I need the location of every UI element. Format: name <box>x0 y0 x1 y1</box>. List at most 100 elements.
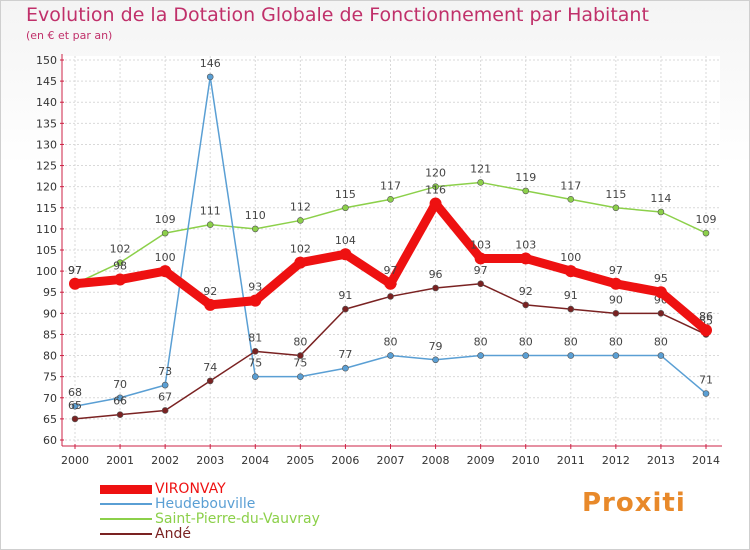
data-label-heudebouville: 68 <box>68 386 82 399</box>
data-label-heudebouville: 80 <box>609 336 623 349</box>
data-point-ande <box>567 305 575 313</box>
data-point-vironvay <box>69 277 81 290</box>
data-point-vironvay <box>519 252 532 265</box>
data-point-ande <box>251 348 259 355</box>
data-point-heudebouville <box>432 356 439 364</box>
data-point-ande <box>387 293 394 300</box>
legend-item-saint-pierre: Saint-Pierre-du-Vauvray <box>100 512 320 527</box>
y-tick-label: 120 <box>36 181 57 194</box>
data-label-heudebouville: 80 <box>384 336 398 349</box>
y-tick-label: 105 <box>36 244 57 257</box>
y-tick-label: 85 <box>43 328 57 341</box>
data-point-ande <box>206 377 214 385</box>
x-tick-label: 2002 <box>151 454 179 467</box>
data-label-vironvay: 97 <box>384 264 398 277</box>
data-label-heudebouville: 73 <box>158 365 172 378</box>
data-label-vironvay: 98 <box>113 260 127 273</box>
y-tick-label: 145 <box>36 75 57 88</box>
data-point-saint-pierre-du-vauvray <box>161 229 169 237</box>
data-point-saint-pierre-du-vauvray <box>612 204 620 212</box>
y-tick-label: 130 <box>36 138 57 151</box>
data-point-saint-pierre-du-vauvray <box>702 229 710 237</box>
chart-legend: VIRONVAY Heudebouville Saint-Pierre-du-V… <box>100 482 320 542</box>
data-point-vironvay <box>114 273 127 286</box>
data-label-ande: 80 <box>293 336 307 349</box>
data-point-saint-pierre-du-vauvray <box>116 259 124 266</box>
data-label-heudebouville: 79 <box>429 340 443 353</box>
data-label-saint-pierre-du-vauvray: 115 <box>335 188 356 201</box>
data-label-ande: 91 <box>338 289 352 302</box>
y-tick-label: 125 <box>36 160 57 173</box>
y-tick-label: 90 <box>43 307 57 320</box>
data-label-vironvay: 104 <box>335 234 356 247</box>
data-point-saint-pierre-du-vauvray <box>342 204 349 212</box>
data-point-vironvay <box>249 294 262 307</box>
chart-subtitle: (en € et par an) <box>26 29 113 42</box>
data-point-saint-pierre-du-vauvray <box>432 183 439 190</box>
data-label-ande: 81 <box>248 331 262 344</box>
data-label-ande: 65 <box>68 399 82 412</box>
data-label-vironvay: 116 <box>425 184 446 197</box>
data-label-saint-pierre-du-vauvray: 109 <box>696 213 717 226</box>
y-tick-label: 60 <box>43 434 57 447</box>
data-point-saint-pierre-du-vauvray <box>206 221 214 228</box>
data-point-vironvay <box>654 286 667 299</box>
data-label-saint-pierre-du-vauvray: 109 <box>155 213 176 226</box>
data-point-ande <box>161 407 169 414</box>
x-tick-label: 2005 <box>286 454 314 467</box>
y-tick-label: 110 <box>36 223 57 236</box>
data-label-vironvay: 95 <box>654 272 668 285</box>
data-label-ande: 66 <box>113 395 127 408</box>
legend-swatch-saint-pierre <box>100 518 152 520</box>
data-label-saint-pierre-du-vauvray: 102 <box>110 243 131 256</box>
data-point-vironvay <box>384 277 397 290</box>
data-label-saint-pierre-du-vauvray: 111 <box>200 205 221 218</box>
data-label-saint-pierre-du-vauvray: 97 <box>68 264 82 277</box>
legend-label-saint-pierre: Saint-Pierre-du-Vauvray <box>155 511 320 527</box>
data-label-saint-pierre-du-vauvray: 120 <box>425 167 446 180</box>
data-point-vironvay <box>564 265 577 278</box>
y-tick-label: 150 <box>36 54 57 67</box>
data-label-saint-pierre-du-vauvray: 114 <box>650 192 671 205</box>
data-label-heudebouville: 71 <box>699 374 713 387</box>
data-label-vironvay: 97 <box>609 264 623 277</box>
legend-label-ande: Andé <box>155 526 191 542</box>
data-label-vironvay: 92 <box>203 285 217 298</box>
data-point-heudebouville <box>161 381 169 389</box>
y-tick-label: 140 <box>36 96 57 109</box>
data-point-heudebouville <box>567 352 575 359</box>
data-label-ande: 67 <box>158 390 172 403</box>
data-point-heudebouville <box>206 73 214 81</box>
data-label-heudebouville: 77 <box>338 348 352 361</box>
data-point-saint-pierre-du-vauvray <box>251 225 259 233</box>
logo-text: Proxiti <box>582 488 686 518</box>
data-label-vironvay: 103 <box>470 238 491 251</box>
legend-label-vironvay: VIRONVAY <box>155 481 226 497</box>
data-point-vironvay <box>474 252 487 265</box>
data-label-vironvay: 97 <box>68 264 82 277</box>
data-point-heudebouville <box>612 352 620 359</box>
data-point-vironvay <box>294 256 307 269</box>
data-point-vironvay <box>204 298 217 311</box>
data-label-vironvay: 93 <box>248 281 262 294</box>
data-point-ande <box>116 411 124 418</box>
data-point-saint-pierre-du-vauvray <box>522 187 530 195</box>
data-point-heudebouville <box>387 352 394 359</box>
y-tick-label: 65 <box>43 413 57 426</box>
data-label-vironvay: 86 <box>699 310 713 323</box>
data-label-vironvay: 103 <box>515 238 536 251</box>
y-tick-label: 75 <box>43 371 57 384</box>
x-tick-label: 2007 <box>377 454 405 467</box>
x-tick-label: 2014 <box>692 454 720 467</box>
data-label-saint-pierre-du-vauvray: 117 <box>380 179 401 192</box>
x-tick-label: 2009 <box>467 454 495 467</box>
x-tick-label: 2001 <box>106 454 134 467</box>
data-point-ande <box>71 415 79 423</box>
data-label-saint-pierre-du-vauvray: 119 <box>515 171 536 184</box>
data-label-heudebouville: 80 <box>564 336 578 349</box>
data-point-saint-pierre-du-vauvray <box>657 208 665 216</box>
data-label-saint-pierre-du-vauvray: 117 <box>560 179 581 192</box>
data-label-heudebouville: 146 <box>200 57 221 70</box>
y-tick-label: 100 <box>36 265 57 278</box>
